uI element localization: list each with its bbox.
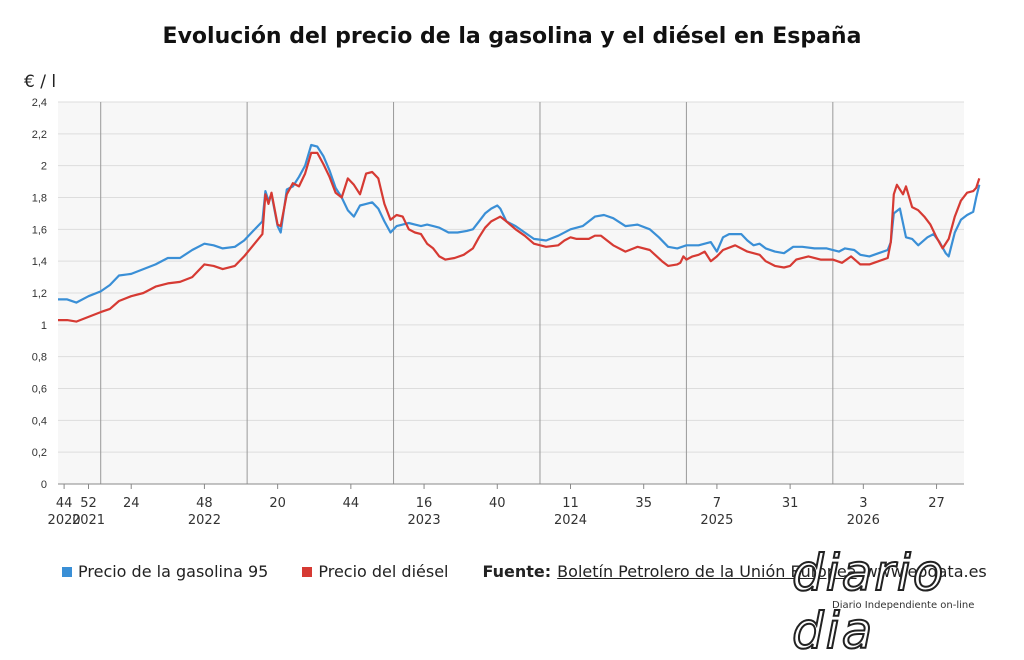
legend-item-gasolina: Precio de la gasolina 95: [62, 562, 268, 581]
y-tick-label: 0: [41, 479, 47, 491]
source-label: Fuente:: [482, 562, 552, 581]
x-tick-label: 52: [80, 496, 97, 511]
x-tick-label: 44: [56, 496, 73, 511]
y-tick-label: 1,4: [32, 256, 47, 268]
y-tick-label: 1,8: [32, 193, 47, 205]
source-site[interactable]: www.epdata.es: [864, 562, 987, 581]
logo-tagline: Diario Independiente on-line: [832, 600, 975, 611]
x-tick-label: 40: [489, 496, 506, 511]
legend-label-diesel: Precio del diésel: [318, 562, 449, 581]
x-year-label: 2024: [554, 513, 587, 528]
x-tick-label: 44: [343, 496, 360, 511]
x-year-label: 2021: [72, 513, 105, 528]
x-tick-label: 16: [416, 496, 433, 511]
y-tick-label: 1: [41, 320, 47, 332]
series-line-diesel: [58, 151, 981, 323]
diario-dia-logo: diario dia Diario Independiente on-line: [791, 543, 1022, 660]
y-tick-label: 2,2: [32, 129, 47, 141]
legend-swatch-gasolina: [62, 566, 72, 577]
x-tick-label: 7: [713, 496, 721, 511]
x-year-label: 2020: [48, 513, 81, 528]
x-tick-label: 27: [928, 496, 945, 511]
source-link[interactable]: Boletín Petrolero de la Unión Europea: [557, 562, 857, 581]
y-tick-label: 0,6: [32, 384, 47, 396]
legend-item-diesel: Precio del diésel: [302, 562, 449, 581]
y-axis-unit-label: € / l: [24, 72, 57, 92]
y-tick-label: 0,4: [32, 415, 47, 427]
x-year-label: 2023: [408, 513, 441, 528]
line-chart: 0 0,2 0,4 0,6 0,8 1 1,2 1,4 1,6 1,8 2 2,2 2,4 44 2020 5…: [32, 97, 981, 528]
x-tick-label: 48: [196, 496, 213, 511]
x-year-label: 2026: [847, 513, 880, 528]
x-tick-label: 20: [269, 496, 286, 511]
y-tick-label: 1,6: [32, 224, 47, 236]
x-year-label: 2025: [700, 513, 733, 528]
x-tick-label: 31: [782, 496, 799, 511]
y-tick-label: 1,2: [32, 288, 47, 300]
legend-swatch-diesel: [302, 566, 313, 577]
y-tick-label: 0,2: [32, 447, 47, 459]
x-tick-label: 11: [562, 496, 579, 511]
x-year-label: 2022: [188, 513, 221, 528]
y-tick-label: 2,4: [32, 97, 47, 109]
chart-title: Evolución del precio de la gasolina y el…: [162, 24, 862, 49]
legend-label-gasolina: Precio de la gasolina 95: [78, 562, 269, 581]
chart-legend: Precio de la gasolina 95 Precio del diés…: [62, 562, 987, 581]
x-tick-label: 24: [123, 496, 140, 511]
x-tick-label: 3: [859, 496, 867, 511]
y-tick-label: 0,8: [32, 352, 47, 364]
x-tick-label: 35: [635, 496, 652, 511]
y-tick-label: 2: [41, 161, 47, 173]
